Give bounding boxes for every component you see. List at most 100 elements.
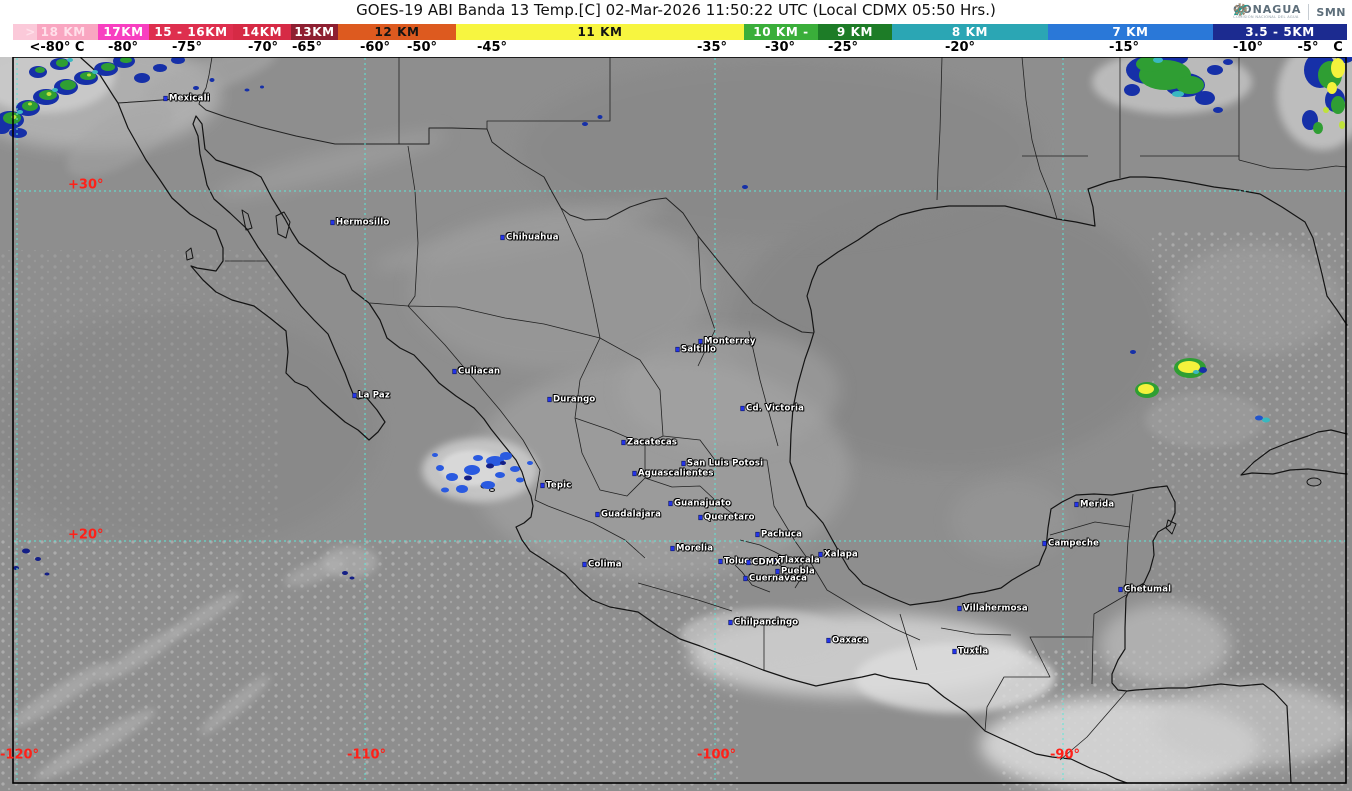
- city-marker-tlaxcala: Tlaxcala: [774, 556, 820, 566]
- city-marker-toluca: Toluca: [719, 557, 755, 567]
- city-dot-icon: [669, 501, 672, 506]
- city-name: Guanajuato: [674, 498, 732, 509]
- coordinate-label-110: -110°: [347, 747, 387, 763]
- convection-cells: [0, 47, 1352, 580]
- city-marker-hermosillo: Hermosillo: [331, 218, 389, 228]
- scale-segment-18-km: > 18 KM: [13, 24, 98, 40]
- city-name: Cuernavaca: [749, 573, 808, 584]
- city-dot-icon: [747, 560, 750, 565]
- city-name: Chilpancingo: [734, 617, 799, 628]
- coastlines: [79, 56, 1348, 784]
- city-name: Aguascalientes: [638, 468, 714, 479]
- city-marker-puebla: Puebla: [776, 567, 815, 577]
- city-dot-icon: [699, 515, 702, 520]
- city-marker-pachuca: Pachuca: [756, 530, 802, 540]
- city-marker-chetumal: Chetumal: [1119, 585, 1171, 595]
- city-marker-chilpancingo: Chilpancingo: [729, 618, 798, 628]
- temp-label-70: -70°: [248, 40, 278, 55]
- smn-name: SMN: [1316, 5, 1346, 19]
- agency-logos: CONAGUA COMISIÓN NACIONAL DEL AGUA SMN: [1233, 2, 1346, 22]
- city-name: Colima: [588, 559, 622, 570]
- temp-label-35: -35°: [697, 40, 727, 55]
- city-name: San Luis Potosi: [687, 458, 764, 469]
- city-marker-xalapa: Xalapa: [819, 550, 858, 560]
- satellite-imagery: [0, 37, 1352, 791]
- city-name: Durango: [553, 394, 596, 405]
- temp-label-60: -60°: [360, 40, 390, 55]
- scale-segment-10-km: 10 KM -: [744, 24, 818, 40]
- city-marker-culiacan: Culiacan: [453, 367, 500, 377]
- city-dot-icon: [1075, 502, 1078, 507]
- city-name: Puebla: [781, 566, 815, 577]
- city-name: Tepic: [546, 480, 572, 491]
- conagua-name: CONAGUA: [1233, 3, 1302, 17]
- city-marker-chihuahua: Chihuahua: [501, 233, 559, 243]
- city-marker-villahermosa: Villahermosa: [958, 604, 1028, 614]
- city-marker-aguascalientes: Aguascalientes: [633, 469, 714, 479]
- logo-separator: [1308, 4, 1310, 20]
- city-marker-la-paz: La Paz: [353, 391, 390, 401]
- city-dot-icon: [682, 461, 685, 466]
- city-name: Queretaro: [704, 512, 755, 523]
- city-marker-tepic: Tepic: [541, 481, 571, 491]
- city-marker-san-luis-potosi: San Luis Potosi: [682, 459, 763, 469]
- image-title: GOES-19 ABI Banda 13 Temp.[C] 02-Mar-202…: [356, 1, 996, 19]
- city-name: La Paz: [358, 390, 390, 401]
- temp-label-30: -30°: [765, 40, 795, 55]
- temp-label-80: -80°: [108, 40, 138, 55]
- city-dot-icon: [596, 512, 599, 517]
- city-marker-colima: Colima: [583, 560, 622, 570]
- city-marker-mexicali: Mexicali: [164, 94, 210, 104]
- city-name: Culiacan: [458, 366, 501, 377]
- city-dot-icon: [331, 220, 334, 225]
- city-marker-campeche: Campeche: [1043, 539, 1099, 549]
- altitude-scale-bar: > 18 KM 17KM 15 - 16KM 14KM 13KM 12 KM 11 KM 10…: [0, 24, 1352, 40]
- city-marker-guadalajara: Guadalajara: [596, 510, 661, 520]
- scale-segment-7-km: 7 KM: [1048, 24, 1213, 40]
- city-marker-monterrey: Monterrey: [699, 337, 756, 347]
- city-marker-cuernavaca: Cuernavaca: [744, 574, 807, 584]
- city-marker-morelia: Morelia: [671, 544, 713, 554]
- city-dot-icon: [548, 397, 551, 402]
- city-dot-icon: [958, 606, 961, 611]
- city-marker-tuxtla: Tuxtla: [953, 647, 988, 657]
- temp-label-15: -15°: [1109, 40, 1139, 55]
- city-name: Chihuahua: [506, 232, 559, 243]
- temp-label-c: C: [1333, 40, 1343, 55]
- temp-label-75: -75°: [172, 40, 202, 55]
- city-name: Tuxtla: [958, 646, 989, 657]
- coordinate-label-30: +30°: [68, 177, 104, 193]
- grid-layer: [14, 58, 1346, 782]
- city-dot-icon: [541, 483, 544, 488]
- city-name: Oaxaca: [832, 635, 869, 646]
- temp-label-80-c: <-80° C: [29, 40, 85, 55]
- temp-label-10: -10°: [1233, 40, 1263, 55]
- city-name: CDMX: [752, 557, 782, 568]
- city-dot-icon: [671, 546, 674, 551]
- coordinate-label-20: +20°: [68, 527, 104, 543]
- scale-segment-3-5-5km: 3.5 - 5KM: [1213, 24, 1347, 40]
- city-dot-icon: [583, 562, 586, 567]
- scale-segment-12-km: 12 KM: [338, 24, 456, 40]
- city-name: Hermosillo: [336, 217, 390, 228]
- city-dot-icon: [719, 559, 722, 564]
- coordinate-label-120: -120°: [0, 747, 40, 763]
- city-dot-icon: [699, 339, 702, 344]
- coordinate-label-90: -90°: [1050, 747, 1080, 763]
- city-dot-icon: [953, 649, 956, 654]
- temp-label-45: -45°: [477, 40, 507, 55]
- city-name: Zacatecas: [627, 437, 678, 448]
- city-marker-zacatecas: Zacatecas: [622, 438, 677, 448]
- city-marker-guanajuato: Guanajuato: [669, 499, 731, 509]
- scale-segment-14km: 14KM: [233, 24, 291, 40]
- temp-label-25: -25°: [828, 40, 858, 55]
- city-marker-durango: Durango: [548, 395, 595, 405]
- city-marker-queretaro: Queretaro: [699, 513, 755, 523]
- temp-label-20: -20°: [945, 40, 975, 55]
- city-dot-icon: [353, 393, 356, 398]
- city-dot-icon: [1043, 541, 1046, 546]
- city-name: Xalapa: [824, 549, 858, 560]
